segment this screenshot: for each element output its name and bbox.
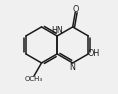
Text: OH: OH <box>88 49 100 58</box>
Text: N: N <box>69 63 75 72</box>
Text: O: O <box>73 5 79 14</box>
Text: OCH₃: OCH₃ <box>24 77 42 83</box>
Text: HN: HN <box>52 27 63 36</box>
